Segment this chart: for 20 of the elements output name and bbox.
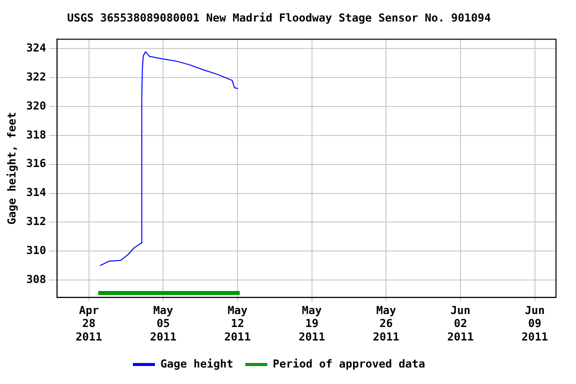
y-tick-label: 320: [26, 99, 46, 112]
x-tick-label: May 19 2011: [298, 304, 326, 344]
y-tick-label: 308: [26, 272, 46, 286]
x-tick-label: Jun 09 2011: [522, 304, 548, 344]
y-tick-label: 312: [26, 215, 46, 228]
legend-label: Period of approved data: [272, 357, 426, 370]
y-tick-label: 318: [26, 128, 46, 142]
x-tick-label: May 26 2011: [372, 304, 400, 344]
y-tick-label: 316: [26, 157, 46, 170]
chart-title: USGS 365538089080001 New Madrid Floodway Stage Sensor No. 901094: [67, 11, 492, 24]
y-tick-label: 314: [26, 186, 46, 200]
y-tick-label: 324: [26, 41, 46, 54]
y-axis-title: Gage height, feet: [5, 112, 18, 225]
x-tick-label: Apr 28 2011: [76, 304, 103, 344]
legend-label: Gage height: [160, 357, 234, 370]
x-tick-label: Jun 02 2011: [447, 304, 474, 344]
y-tick-label: 322: [26, 70, 46, 84]
x-tick-label: May 05 2011: [150, 304, 177, 344]
y-tick-label: 310: [26, 244, 46, 257]
x-tick-label: May 12 2011: [224, 304, 252, 344]
